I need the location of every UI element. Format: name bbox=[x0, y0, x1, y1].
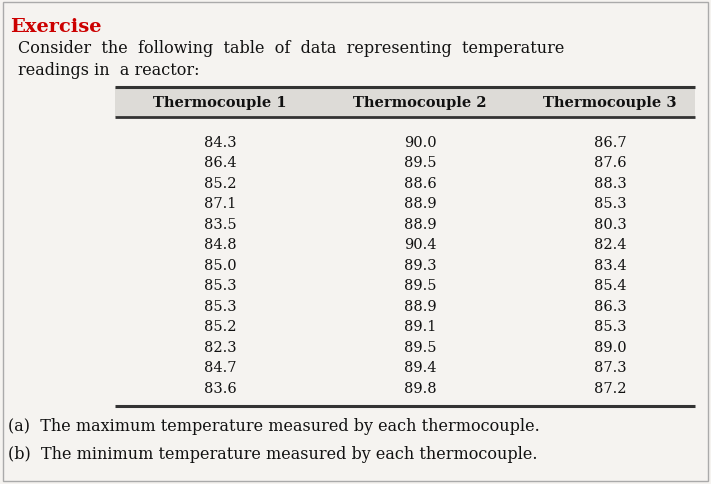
Text: 89.4: 89.4 bbox=[404, 361, 437, 375]
Text: 83.5: 83.5 bbox=[203, 217, 236, 231]
Text: 89.8: 89.8 bbox=[404, 381, 437, 395]
Text: 85.2: 85.2 bbox=[204, 177, 236, 191]
Text: 85.0: 85.0 bbox=[203, 258, 236, 272]
Text: 88.6: 88.6 bbox=[404, 177, 437, 191]
Text: 83.6: 83.6 bbox=[203, 381, 236, 395]
Text: 90.4: 90.4 bbox=[404, 238, 437, 252]
Text: 87.3: 87.3 bbox=[594, 361, 626, 375]
Text: 89.5: 89.5 bbox=[404, 156, 437, 170]
Text: 84.3: 84.3 bbox=[203, 136, 236, 150]
Text: 84.8: 84.8 bbox=[203, 238, 236, 252]
Text: 82.3: 82.3 bbox=[203, 340, 236, 354]
Text: 88.9: 88.9 bbox=[404, 197, 437, 211]
Text: 85.3: 85.3 bbox=[594, 320, 626, 334]
Text: 88.9: 88.9 bbox=[404, 217, 437, 231]
Text: 86.3: 86.3 bbox=[594, 300, 626, 313]
Text: 85.3: 85.3 bbox=[203, 300, 236, 313]
Text: 84.7: 84.7 bbox=[204, 361, 236, 375]
Text: 87.2: 87.2 bbox=[594, 381, 626, 395]
Text: Thermocouple 3: Thermocouple 3 bbox=[543, 96, 677, 110]
Text: Thermocouple 2: Thermocouple 2 bbox=[353, 96, 487, 110]
Text: 88.9: 88.9 bbox=[404, 300, 437, 313]
Bar bbox=[115, 88, 695, 118]
Text: 80.3: 80.3 bbox=[594, 217, 626, 231]
Text: 89.5: 89.5 bbox=[404, 340, 437, 354]
Text: readings in  a reactor:: readings in a reactor: bbox=[18, 62, 200, 79]
Text: 86.7: 86.7 bbox=[594, 136, 626, 150]
Text: 85.4: 85.4 bbox=[594, 279, 626, 293]
Text: 87.1: 87.1 bbox=[204, 197, 236, 211]
Text: (b)  The minimum temperature measured by each thermocouple.: (b) The minimum temperature measured by … bbox=[8, 446, 538, 463]
Text: 85.2: 85.2 bbox=[204, 320, 236, 334]
Text: 88.3: 88.3 bbox=[594, 177, 626, 191]
Text: (a)  The maximum temperature measured by each thermocouple.: (a) The maximum temperature measured by … bbox=[8, 418, 540, 435]
Text: Thermocouple 1: Thermocouple 1 bbox=[153, 96, 287, 110]
Text: 89.0: 89.0 bbox=[594, 340, 626, 354]
Text: 90.0: 90.0 bbox=[404, 136, 437, 150]
Text: Exercise: Exercise bbox=[10, 18, 102, 36]
Text: 89.1: 89.1 bbox=[404, 320, 436, 334]
Text: 83.4: 83.4 bbox=[594, 258, 626, 272]
Text: 87.6: 87.6 bbox=[594, 156, 626, 170]
Text: 85.3: 85.3 bbox=[203, 279, 236, 293]
Text: 82.4: 82.4 bbox=[594, 238, 626, 252]
Text: Consider  the  following  table  of  data  representing  temperature: Consider the following table of data rep… bbox=[18, 40, 565, 57]
Text: 85.3: 85.3 bbox=[594, 197, 626, 211]
Text: 89.5: 89.5 bbox=[404, 279, 437, 293]
Text: 86.4: 86.4 bbox=[203, 156, 236, 170]
Text: 89.3: 89.3 bbox=[404, 258, 437, 272]
